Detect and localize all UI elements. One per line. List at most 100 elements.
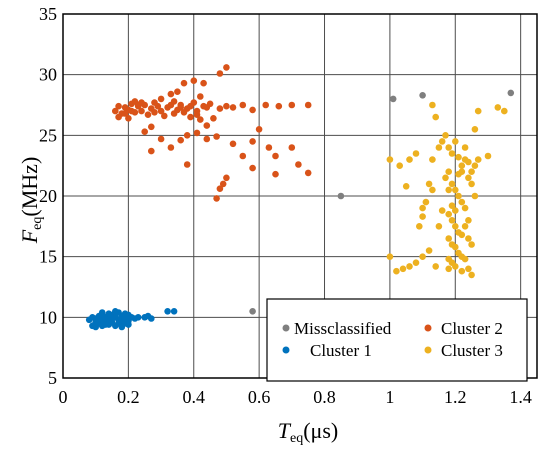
point-cluster-2	[128, 107, 135, 115]
point-cluster-2	[203, 135, 211, 143]
point-cluster-3	[445, 265, 453, 273]
point-cluster-2	[141, 128, 148, 135]
point-cluster-3	[435, 223, 443, 230]
point-cluster-1	[125, 321, 132, 328]
y-tick-label: 25	[39, 125, 57, 145]
point-cluster-3	[448, 180, 456, 188]
point-cluster-3	[445, 168, 453, 175]
point-cluster-2	[115, 102, 122, 110]
x-tick-label: 1.2	[444, 387, 467, 407]
point-cluster-3	[465, 158, 472, 166]
tick-labels: 0 0.2 0.4 0.6 0.8 1 1.2 1.4 5 10 15 20 25 30 35	[39, 4, 532, 407]
x-tick-label: 1.4	[509, 387, 532, 407]
point-cluster-2	[115, 113, 122, 121]
point-cluster-1	[112, 308, 119, 315]
point-cluster-2	[223, 174, 230, 182]
point-cluster-3	[452, 138, 459, 145]
point-cluster-3	[406, 156, 413, 163]
point-cluster-2	[157, 135, 165, 143]
point-cluster-2	[288, 101, 296, 109]
y-tick-label: 35	[39, 4, 57, 24]
point-cluster-2	[249, 138, 256, 145]
point-cluster-3	[445, 144, 453, 151]
point-cluster-2	[265, 144, 273, 151]
point-cluster-3	[432, 113, 440, 121]
point-cluster-3	[484, 152, 492, 160]
point-cluster-2	[177, 136, 184, 144]
point-cluster-3	[429, 186, 436, 194]
legend-marker-cluster-3	[424, 346, 432, 354]
point-cluster-2	[193, 129, 201, 137]
point-cluster-2	[180, 79, 188, 87]
point-cluster-2	[200, 79, 207, 87]
point-cluster-2	[157, 95, 165, 103]
point-cluster-2	[239, 152, 247, 160]
y-tick-label: 20	[39, 186, 57, 206]
point-cluster-2	[183, 132, 191, 139]
point-cluster-3	[452, 207, 459, 214]
point-cluster-3	[465, 265, 472, 273]
point-cluster-2	[170, 98, 178, 105]
point-cluster-2	[151, 99, 158, 106]
point-cluster-2	[295, 161, 302, 168]
point-cluster-2	[229, 140, 237, 148]
point-cluster-3	[461, 144, 469, 151]
point-cluster-2	[197, 93, 204, 100]
y-axis-label: Feq(MHz)	[17, 157, 45, 245]
point-cluster-3	[501, 107, 508, 115]
legend-label-cluster-1: Cluster 1	[310, 341, 372, 360]
point-cluster-3	[461, 204, 469, 212]
point-cluster-2	[223, 64, 230, 71]
point-cluster-3	[438, 138, 446, 145]
x-tick-label: 1	[385, 387, 394, 407]
point-cluster-3	[458, 198, 466, 206]
point-cluster-3	[429, 156, 436, 163]
point-cluster-2	[161, 112, 168, 120]
point-cluster-1	[170, 308, 178, 315]
point-cluster-3	[419, 253, 426, 260]
point-cluster-3	[465, 235, 472, 242]
legend-marker-cluster-2	[424, 324, 432, 332]
point-cluster-3	[416, 223, 423, 230]
point-cluster-1	[98, 309, 106, 316]
point-cluster-3	[471, 162, 479, 169]
point-cluster-2	[272, 170, 279, 178]
point-cluster-1	[164, 308, 171, 315]
x-tick-label: 0	[59, 387, 68, 407]
point-cluster-2	[288, 144, 296, 151]
point-cluster-1	[118, 323, 126, 331]
point-missclassified	[249, 308, 256, 315]
point-cluster-2	[177, 104, 184, 111]
point-cluster-2	[262, 101, 270, 109]
point-cluster-2	[223, 102, 230, 110]
point-cluster-2	[125, 115, 132, 122]
y-tick-label: 15	[39, 247, 57, 267]
point-cluster-1	[102, 321, 109, 328]
point-cluster-3	[458, 168, 466, 175]
point-cluster-3	[471, 126, 479, 133]
point-cluster-2	[148, 123, 155, 131]
point-cluster-2	[112, 107, 119, 115]
point-cluster-2	[216, 185, 224, 192]
point-cluster-1	[108, 315, 116, 322]
point-cluster-1	[134, 314, 142, 321]
point-missclassified	[337, 192, 345, 200]
point-cluster-3	[452, 243, 459, 251]
point-cluster-2	[134, 101, 142, 109]
point-cluster-3	[419, 213, 426, 220]
point-cluster-3	[406, 263, 413, 270]
y-tick-label: 30	[39, 65, 57, 85]
point-cluster-3	[399, 265, 407, 273]
point-cluster-3	[425, 180, 433, 188]
legend-item-cluster-1: Cluster 1	[282, 341, 372, 360]
point-cluster-3	[458, 267, 466, 275]
point-cluster-2	[167, 90, 175, 98]
point-cluster-2	[249, 106, 256, 114]
x-tick-label: 0.4	[183, 387, 206, 407]
point-cluster-3	[386, 156, 394, 163]
point-cluster-2	[272, 152, 279, 160]
x-tick-label: 0.2	[117, 387, 140, 407]
point-cluster-3	[438, 207, 446, 214]
legend-item-missclassified: Missclassified	[282, 319, 392, 338]
point-cluster-3	[471, 192, 479, 200]
